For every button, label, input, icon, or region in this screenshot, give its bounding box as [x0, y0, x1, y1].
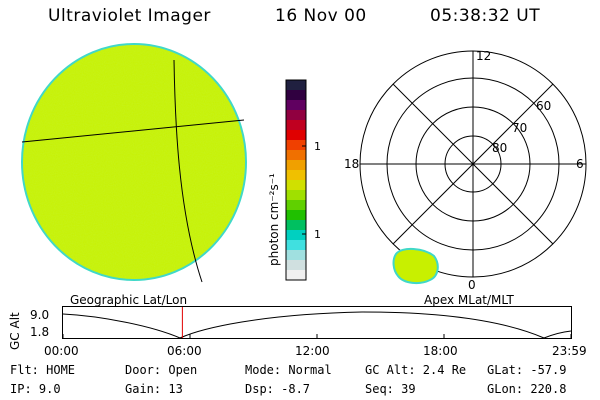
mlt-label-bottom: 0	[468, 278, 476, 292]
info-dsp: Dsp: -8.7	[245, 382, 311, 396]
colorbar-cell	[286, 190, 306, 201]
aurora-blob	[392, 248, 439, 285]
colorbar-cell	[286, 250, 306, 261]
left-panel-label: Geographic Lat/Lon	[70, 293, 188, 307]
mlt-label-right: 6	[576, 157, 584, 171]
info-gcalt: GC Alt: 2.4 Re	[365, 363, 467, 377]
latitude-line	[21, 119, 245, 143]
colorbar-cell	[286, 220, 306, 231]
instrument-title: Ultraviolet Imager	[48, 6, 211, 26]
altitude-xtick-2: 12:00	[295, 344, 330, 358]
geographic-image	[21, 43, 247, 283]
colorbar-cell	[286, 110, 306, 121]
altitude-xtick-marks	[62, 334, 572, 339]
info-mode: Mode: Normal	[245, 363, 332, 377]
info-ip: IP: 9.0	[10, 382, 61, 396]
colorbar-cell	[286, 210, 306, 221]
info-door: Door: Open	[125, 363, 198, 377]
altitude-ytick-low: 1.8	[30, 325, 50, 339]
colorbar-cells	[286, 80, 306, 281]
colorbar-cell	[286, 120, 306, 131]
colorbar-tick-label-100: 100	[314, 140, 320, 153]
altitude-xtick-0: 00:00	[44, 344, 79, 358]
colorbar-frame	[285, 79, 307, 281]
colorbar-cell	[286, 140, 306, 151]
colorbar-cell	[286, 160, 306, 171]
info-gain: Gain: 13	[125, 382, 183, 396]
date-label: 16 Nov 00	[275, 6, 367, 26]
colorbar-cell	[286, 150, 306, 161]
right-panel-label: Apex MLat/MLT	[424, 293, 514, 307]
altitude-ytick-high: 9.0	[30, 308, 50, 322]
altitude-frame	[62, 306, 572, 339]
info-glat: GLat: -57.9	[487, 363, 567, 377]
colorbar-cell	[286, 180, 306, 191]
info-glon: GLon: 220.8	[487, 382, 567, 396]
altitude-ylabel: GC Alt	[8, 312, 22, 350]
colorbar-cell	[286, 240, 306, 251]
altitude-plot	[62, 306, 572, 339]
mlt-label-top: 12	[476, 49, 491, 63]
colorbar-cell	[286, 130, 306, 141]
polar-diagonal-2	[392, 83, 554, 245]
altitude-xtick-4: 23:59	[552, 344, 587, 358]
disk-texture	[23, 45, 245, 279]
colorbar-cell	[286, 200, 306, 211]
altitude-xtick-1: 06:00	[167, 344, 202, 358]
altitude-xtick-3: 18:00	[423, 344, 458, 358]
colorbar: 100 10 photon cm⁻²s⁻¹	[267, 79, 320, 281]
lat-label-70: 70	[512, 121, 527, 135]
colorbar-tick-label-10: 10	[314, 228, 320, 241]
longitude-line	[173, 59, 203, 283]
colorbar-cell	[286, 100, 306, 111]
polar-grid: 12 18 6 0 60 70 80	[344, 49, 587, 292]
lat-label-80: 80	[492, 141, 507, 155]
colorbar-cell	[286, 90, 306, 101]
colorbar-cell	[286, 270, 306, 281]
mlt-label-left: 18	[344, 157, 359, 171]
colorbar-cell	[286, 80, 306, 91]
time-label: 05:38:32 UT	[430, 6, 541, 26]
info-flt: Flt: HOME	[10, 363, 76, 377]
colorbar-cell	[286, 170, 306, 181]
colorbar-cell	[286, 230, 306, 241]
info-seq: Seq: 39	[365, 382, 416, 396]
colorbar-cell	[286, 260, 306, 271]
lat-label-60: 60	[536, 99, 551, 113]
altitude-curve	[62, 311, 572, 339]
colorbar-label: photon cm⁻²s⁻¹	[267, 173, 281, 266]
